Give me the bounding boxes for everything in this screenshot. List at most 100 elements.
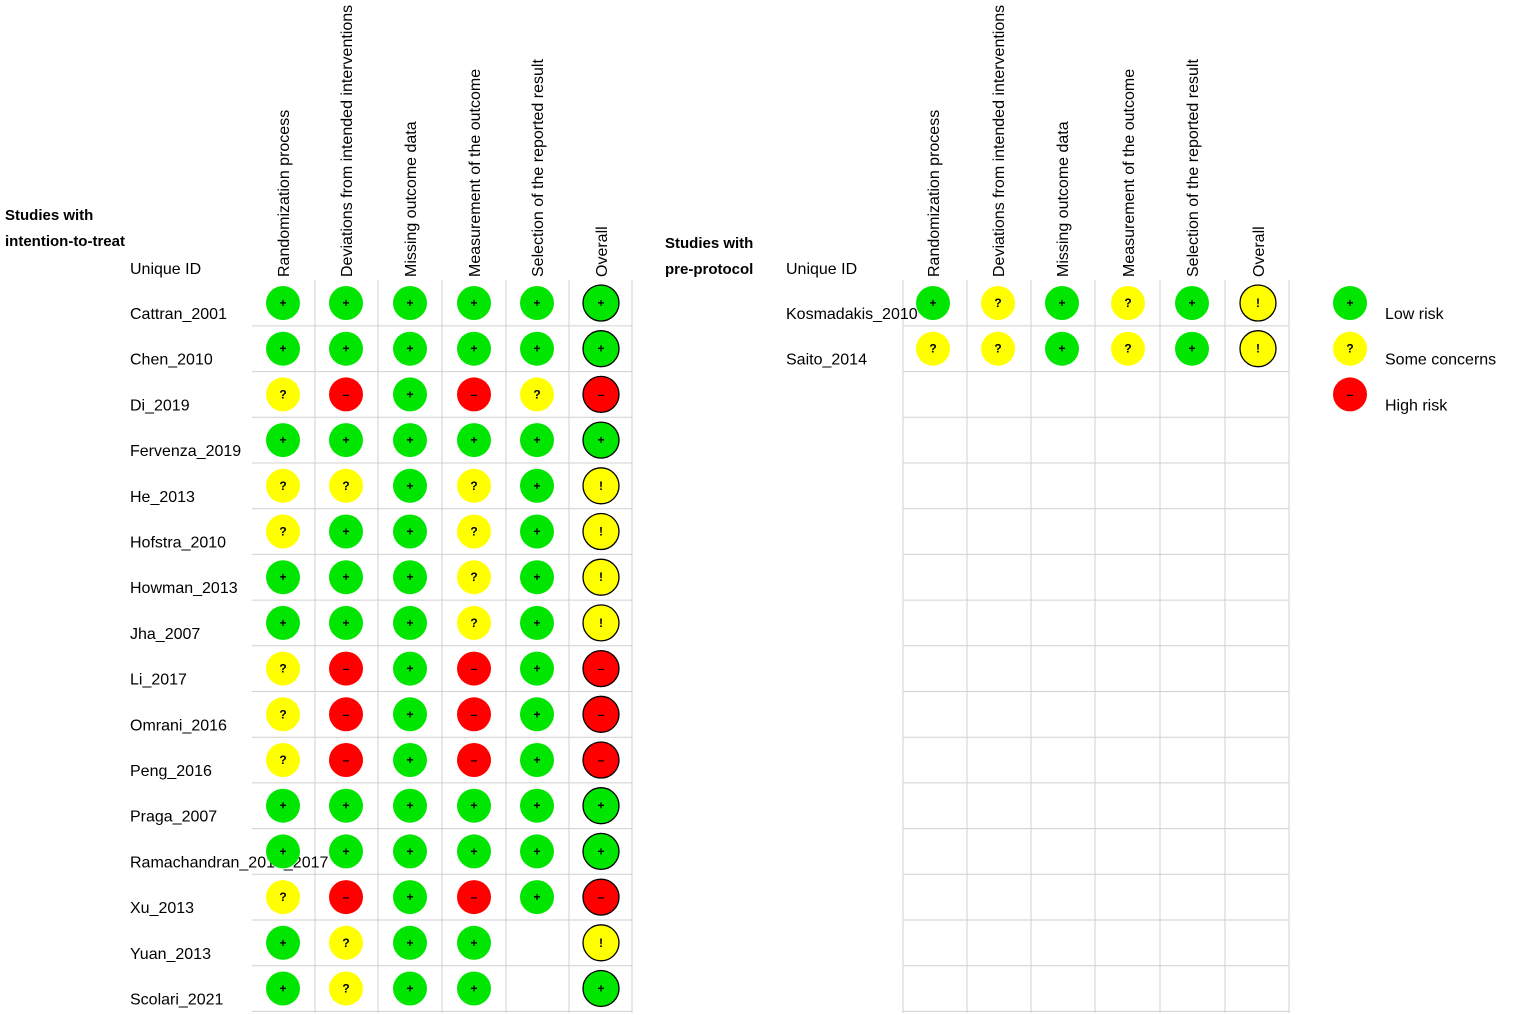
judgment-circle	[457, 605, 491, 640]
judgment-symbol: ?	[279, 387, 286, 401]
judgment-symbol: !	[599, 525, 603, 539]
judgment-circle	[393, 697, 427, 732]
domain-header: Randomization process	[276, 110, 293, 277]
judgment-circle	[457, 834, 491, 869]
legend-circle	[1333, 377, 1367, 412]
legend-label: Some concerns	[1385, 352, 1496, 369]
judgment-symbol: +	[342, 570, 349, 584]
domain-header: Measurement of the outcome	[467, 69, 484, 277]
judgment-circle	[457, 286, 491, 320]
judgment-symbol: !	[1256, 296, 1260, 310]
judgment-symbol: –	[343, 890, 350, 904]
judgment-circle	[266, 651, 300, 686]
judgment-circle	[266, 286, 300, 320]
judgment-symbol: ?	[1124, 342, 1131, 356]
judgment-circle	[266, 331, 300, 366]
judgment-circle	[329, 697, 363, 732]
judgment-circle	[520, 514, 554, 549]
judgment-symbol: +	[406, 570, 413, 584]
judgment-symbol: –	[343, 662, 350, 676]
judgment-symbol: +	[1058, 342, 1065, 356]
judgment-symbol: !	[1256, 342, 1260, 356]
study-id: Chen_2010	[130, 352, 213, 369]
judgment-circle	[1045, 286, 1079, 320]
judgment-symbol: +	[279, 342, 286, 356]
judgment-symbol: +	[406, 342, 413, 356]
judgment-symbol: +	[406, 707, 413, 721]
domain-header: Overall	[1251, 226, 1268, 277]
study-id: Omrani_2016	[130, 717, 227, 734]
judgment-circle	[582, 604, 620, 642]
judgment-symbol: +	[597, 433, 604, 447]
judgment-circle	[520, 468, 554, 503]
judgment-symbol: –	[598, 662, 605, 676]
judgment-symbol: –	[598, 753, 605, 767]
judgment-symbol: +	[533, 479, 540, 493]
legend-symbol: –	[1347, 387, 1354, 401]
judgment-symbol: +	[470, 342, 477, 356]
judgment-circle	[329, 651, 363, 686]
legend-circle	[1333, 331, 1367, 366]
judgment-circle	[393, 925, 427, 960]
study-id: He_2013	[130, 489, 195, 506]
judgment-circle	[1175, 286, 1209, 320]
judgment-symbol: +	[406, 982, 413, 996]
judgment-symbol: +	[597, 342, 604, 356]
judgment-circle	[329, 468, 363, 503]
judgment-circle	[916, 286, 950, 320]
judgment-circle	[457, 331, 491, 366]
study-id: Kosmadakis_2010	[786, 306, 918, 323]
judgment-circle	[457, 560, 491, 595]
judgment-symbol: +	[533, 799, 540, 813]
judgment-circle	[393, 651, 427, 686]
judgment-circle	[393, 286, 427, 320]
judgment-circle	[457, 697, 491, 732]
judgment-circle	[520, 743, 554, 777]
judgment-symbol: ?	[929, 342, 936, 356]
judgment-circle	[266, 971, 300, 1006]
id-header: Unique ID	[786, 261, 857, 278]
judgment-circle	[582, 375, 620, 414]
judgment-circle	[266, 605, 300, 640]
study-id: Li_2017	[130, 672, 187, 689]
judgment-symbol: ?	[994, 342, 1001, 356]
judgment-circle	[457, 514, 491, 549]
judgment-symbol: +	[406, 387, 413, 401]
judgment-circle	[582, 558, 620, 596]
judgment-circle	[582, 421, 620, 459]
judgment-circle	[266, 788, 300, 823]
judgment-symbol: +	[279, 799, 286, 813]
judgment-symbol: !	[599, 616, 603, 630]
judgment-symbol: –	[343, 707, 350, 721]
judgment-circle	[582, 787, 620, 825]
judgment-symbol: ?	[342, 982, 349, 996]
judgment-circle	[266, 880, 300, 915]
judgment-circle	[457, 423, 491, 458]
judgment-circle	[520, 605, 554, 640]
judgment-symbol: –	[343, 387, 350, 401]
judgment-circle	[582, 969, 620, 1008]
judgment-symbol: +	[406, 525, 413, 539]
judgment-symbol: –	[598, 707, 605, 721]
judgment-symbol: +	[597, 799, 604, 813]
judgment-symbol: +	[279, 936, 286, 950]
judgment-circle	[520, 286, 554, 320]
domain-header: Deviations from intended interventions	[339, 5, 356, 277]
judgment-symbol: +	[533, 662, 540, 676]
judgment-circle	[457, 925, 491, 960]
judgment-symbol: +	[406, 662, 413, 676]
judgment-circle	[1111, 286, 1145, 320]
judgment-symbol: +	[597, 296, 604, 310]
judgment-circle	[329, 560, 363, 595]
study-id: Praga_2007	[130, 809, 217, 826]
judgment-symbol: +	[406, 844, 413, 858]
legend-circle	[1333, 286, 1367, 320]
judgment-symbol: ?	[279, 890, 286, 904]
study-id: Scolari_2021	[130, 992, 224, 1009]
judgment-circle	[582, 284, 620, 322]
judgment-circle	[266, 697, 300, 732]
judgment-symbol: +	[597, 844, 604, 858]
judgment-circle	[1239, 284, 1277, 322]
study-id: Hofstra_2010	[130, 535, 226, 552]
judgment-circle	[266, 468, 300, 503]
